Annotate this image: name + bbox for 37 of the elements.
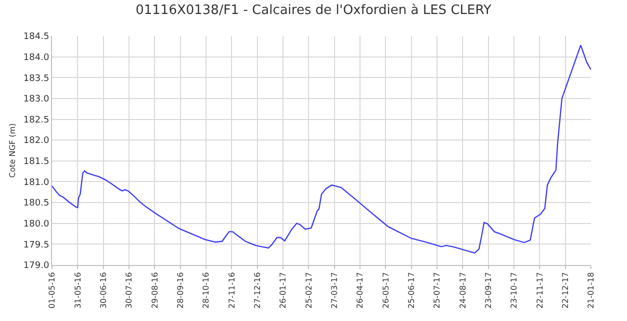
x-tick-label: 30-07-16 (124, 272, 134, 309)
y-tick-label: 179.5 (23, 240, 50, 250)
x-tick-label: 23-10-17 (510, 272, 519, 309)
y-tick-label: 180.5 (23, 198, 50, 209)
x-tick-label: 25-02-17 (304, 272, 314, 309)
x-tick-label: 26-05-17 (381, 272, 390, 309)
x-tick-label: 22-12-17 (560, 272, 570, 309)
y-tick-label: 181.0 (23, 178, 50, 188)
x-tick-label: 27-11-16 (227, 272, 236, 309)
line-series (52, 44, 591, 254)
x-tick-label: 29-08-16 (150, 272, 160, 309)
y-tick-label: 182.5 (23, 115, 50, 126)
x-tick-label: 24-08-17 (458, 272, 468, 309)
x-tick-label: 27-03-17 (330, 272, 339, 309)
chart-title: 01116X0138/F1 - Calcaires de l'Oxfordien à LES CLERY (136, 2, 492, 18)
x-tick-label: 27-12-16 (252, 272, 262, 309)
x-tick-label: 28-09-16 (176, 272, 185, 309)
y-tick-label: 184.5 (23, 32, 50, 42)
y-tick-label: 182.0 (23, 136, 50, 146)
x-tick-label: 31-05-16 (73, 272, 82, 309)
y-axis-title: Cote NGF (m) (8, 123, 18, 178)
x-tick-label: 23-09-17 (484, 272, 493, 309)
x-tick-label: 25-06-17 (406, 272, 416, 309)
x-tick-label: 26-04-17 (356, 272, 365, 309)
x-tick-label: 21-01-18 (586, 272, 596, 309)
y-tick-label: 181.5 (23, 157, 50, 168)
y-tick-label: 183.5 (23, 74, 50, 84)
x-tick-label: 30-06-16 (98, 272, 108, 309)
x-tick-label: 26-01-17 (278, 272, 288, 309)
y-tick-label: 183.0 (23, 94, 50, 105)
y-tick-label: 184.0 (23, 52, 50, 63)
y-tick-label: 180.0 (23, 220, 50, 230)
x-tick-label: 01-05-16 (48, 272, 57, 309)
x-tick-label: 25-07-17 (432, 272, 442, 309)
x-tick-label: 22-11-17 (535, 272, 544, 309)
y-tick-label: 179.0 (23, 261, 50, 272)
x-tick-label: 28-10-16 (202, 272, 211, 309)
